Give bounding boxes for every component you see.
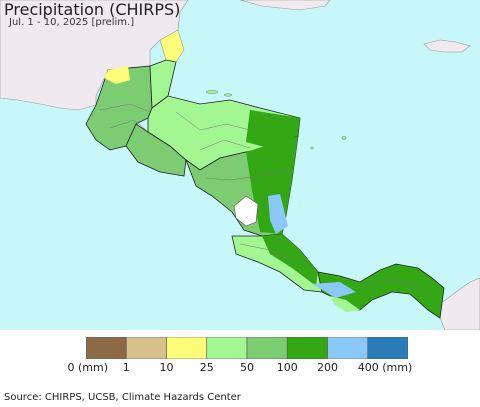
legend-swatch xyxy=(327,337,369,359)
yucatan-tip xyxy=(159,29,185,63)
legend-label: 400 (mm) xyxy=(357,361,413,374)
legend-color-bar xyxy=(86,337,408,359)
legend-label: 25 xyxy=(199,361,214,374)
map-title: Precipitation (CHIRPS) xyxy=(4,0,181,19)
small-islands xyxy=(205,90,347,150)
legend-label: 50 xyxy=(240,361,254,374)
legend-swatch xyxy=(166,337,208,359)
nicaragua-coastal-heavy xyxy=(268,194,288,234)
honduras-east-wet xyxy=(246,110,300,148)
map-subtitle: Jul. 1 - 10, 2025 [prelim.] xyxy=(9,17,135,28)
legend-swatch xyxy=(125,337,167,359)
legend-swatch xyxy=(367,337,408,359)
legend-label: 200 xyxy=(317,361,338,374)
legend-label: 10 xyxy=(159,361,174,374)
cuba-island xyxy=(239,0,331,11)
lake-nicaragua xyxy=(233,195,259,227)
source-credit: Source: CHIRPS, UCSB, Climate Hazards Ce… xyxy=(4,392,241,403)
legend-swatch xyxy=(86,337,127,359)
legend-swatch xyxy=(246,337,288,359)
legend-label: 100 xyxy=(276,361,298,374)
legend-label: 0 (mm) xyxy=(67,361,108,374)
legend-swatch xyxy=(206,337,248,359)
belize-region xyxy=(149,59,177,109)
admin-borders xyxy=(99,103,431,297)
costa-rica-wet xyxy=(262,234,318,286)
jamaica-island xyxy=(423,39,471,53)
legend-swatch xyxy=(286,337,328,359)
precipitation-map xyxy=(0,0,480,330)
panama-pacific-patch xyxy=(330,296,360,312)
panama-heavy-patch xyxy=(312,282,356,298)
guatemala-dry-patch xyxy=(104,66,130,84)
legend-label: 1 xyxy=(122,361,130,374)
colombia-landmass xyxy=(439,277,480,330)
nicaragua-east-wet xyxy=(246,136,298,234)
